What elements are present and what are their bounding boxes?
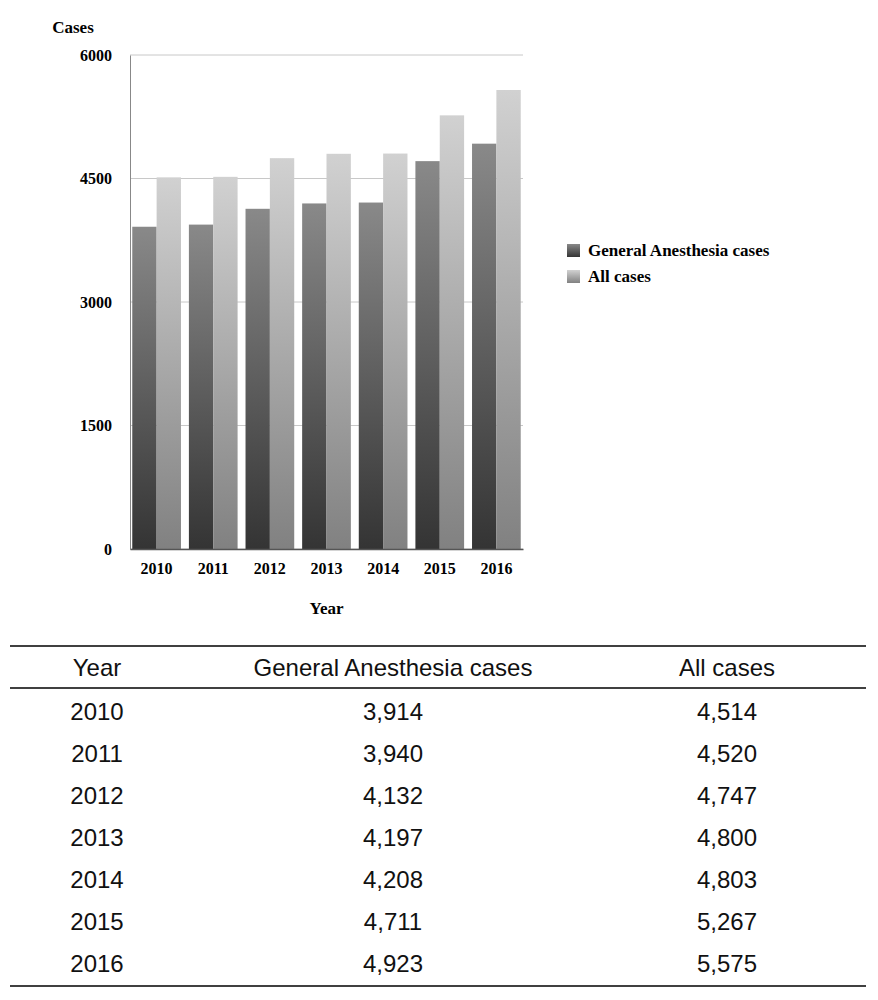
- tick-label: 2012: [254, 560, 286, 577]
- tick-label: 0: [104, 541, 112, 558]
- tick-label: 2013: [311, 560, 343, 577]
- table-header: Year: [73, 654, 122, 681]
- bar: [189, 225, 213, 549]
- tick: 1500: [80, 417, 130, 434]
- table-cell: 2010: [70, 698, 123, 725]
- table-header: General Anesthesia cases: [254, 654, 533, 681]
- tick-label: 6000: [80, 47, 112, 64]
- tick-label: 2015: [424, 560, 456, 577]
- bar: [359, 203, 383, 549]
- table-cell: 4,923: [363, 950, 423, 977]
- bar: [213, 177, 237, 549]
- table-cell: 4,747: [697, 782, 757, 809]
- table-cell: 4,711: [364, 908, 422, 935]
- tick: 2014: [367, 549, 399, 577]
- bar: [132, 227, 156, 549]
- bar: [472, 144, 496, 549]
- table-cell: 3,940: [363, 740, 423, 767]
- table-cell: 3,914: [363, 698, 423, 725]
- tick: 6000: [80, 47, 130, 64]
- legend-label: General Anesthesia cases: [588, 241, 770, 260]
- table-cell: 2016: [70, 950, 123, 977]
- tick-label: 3000: [80, 294, 112, 311]
- table-rule: [10, 645, 866, 647]
- legend-swatch: [567, 270, 580, 283]
- table: Year General Anesthesia cases All cases 201…: [10, 646, 866, 986]
- axis-line: [130, 56, 131, 550]
- table-cell: 2014: [70, 866, 123, 893]
- legend-swatch: [567, 244, 580, 257]
- x-axis-title: Year: [310, 599, 344, 618]
- bar: [270, 158, 294, 549]
- table-cell: 4,520: [697, 740, 757, 767]
- tick: 2010: [141, 549, 173, 577]
- bar: [327, 154, 351, 549]
- tick: 2016: [480, 549, 512, 577]
- tick-label: 1500: [80, 417, 112, 434]
- table-cell: 5,575: [697, 950, 757, 977]
- grid: [130, 55, 523, 549]
- tick-label: 2014: [367, 560, 399, 577]
- tick: 2012: [254, 549, 286, 577]
- bars: [132, 90, 520, 549]
- tick: 2015: [424, 549, 456, 577]
- grid-line: [130, 55, 523, 56]
- tick: 2011: [198, 549, 229, 577]
- y-axis: 0 1500 3000 4500 6000: [80, 47, 131, 558]
- table-cell: 4,803: [697, 866, 757, 893]
- bar: [157, 177, 181, 549]
- table-cell: 4,208: [363, 866, 423, 893]
- legend: General Anesthesia cases All cases: [567, 241, 770, 286]
- bar: [383, 154, 407, 549]
- tick: 3000: [80, 294, 130, 311]
- y-axis-title: Cases: [52, 18, 94, 37]
- tick-label: 2011: [198, 560, 229, 577]
- x-axis: 2010 2011 2012 2013 2014 2015 2016: [131, 549, 524, 577]
- legend-label: All cases: [588, 267, 651, 286]
- table-cell: 4,514: [697, 698, 757, 725]
- axis-line: [131, 549, 524, 551]
- tick-label: 2016: [480, 560, 512, 577]
- bar: [302, 203, 326, 549]
- bar: [246, 209, 270, 549]
- bar: [496, 90, 520, 549]
- tick: 0: [104, 541, 130, 558]
- tick: 4500: [80, 170, 130, 187]
- table-cell: 5,267: [697, 908, 757, 935]
- table-rule: [10, 985, 866, 987]
- tick-label: 2010: [141, 560, 173, 577]
- table-cell: 2015: [70, 908, 123, 935]
- bar: [415, 161, 439, 549]
- table-rule: [10, 687, 866, 689]
- bar: [440, 115, 464, 549]
- table-cell: 4,132: [363, 782, 423, 809]
- table-cell: 2013: [70, 824, 123, 851]
- tick: 2013: [311, 549, 343, 577]
- table-cell: 4,800: [697, 824, 757, 851]
- table-header: All cases: [679, 654, 775, 681]
- tick-label: 4500: [80, 170, 112, 187]
- table-cell: 2011: [71, 740, 123, 767]
- table-cell: 4,197: [363, 824, 423, 851]
- table-cell: 2012: [70, 782, 123, 809]
- page: 0150030004500600020102011201220132014201…: [0, 0, 878, 1000]
